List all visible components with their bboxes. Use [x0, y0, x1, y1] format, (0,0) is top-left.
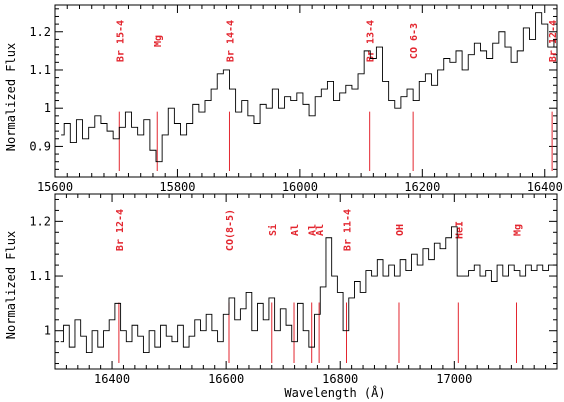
bottom-x-tick-label: 16800: [322, 372, 358, 386]
top-y-axis-label: Normalized Flux: [4, 43, 18, 151]
top-line-id-label: Br 15-4: [115, 20, 126, 62]
top-line-id-label: Br 13-4: [366, 20, 377, 62]
bottom-line-id-label: Br 12-4: [115, 209, 126, 251]
bottom-line-id-label: Al: [290, 224, 301, 236]
bottom-y-tick-label: 1.1: [29, 269, 51, 283]
top-panel: 15600 15800 16000 16200 16400 0.9 1 1.1 1.2 Br 15…: [29, 4, 563, 194]
top-y-tick-label: 1.1: [29, 63, 51, 77]
bottom-y-tick-label: 1.2: [29, 214, 51, 228]
top-y-tick-label: 0.9: [29, 139, 51, 153]
x-axis-label: Wavelength (Å): [284, 385, 385, 400]
bottom-line-id-label: Br 11-4: [343, 209, 354, 251]
top-plot-frame: [54, 4, 558, 178]
top-y-tick-label: 1: [44, 101, 51, 115]
bottom-line-id-label: Al: [308, 224, 319, 236]
top-x-tick-label: 15800: [159, 180, 195, 194]
bottom-line-id-label: Mg: [512, 224, 523, 236]
bottom-line-id-label: OH: [395, 224, 406, 236]
bottom-x-tick-label: 16600: [208, 372, 244, 386]
bottom-plot-frame: [54, 193, 558, 370]
top-y-tick-label: 1.2: [29, 25, 51, 39]
top-x-tick-label: 16000: [282, 180, 318, 194]
top-x-tick-label: 16400: [527, 180, 563, 194]
top-line-id-label: Mg: [153, 35, 164, 47]
top-x-tick-label: 16200: [404, 180, 440, 194]
bottom-spectrum-line: [60, 226, 557, 354]
bottom-x-tick-label: 16400: [94, 372, 130, 386]
bottom-line-id-label: Al: [315, 224, 326, 236]
top-spectrum-line: [61, 12, 557, 163]
top-line-id-label: Br 14-4: [225, 20, 236, 62]
bottom-y-axis-label: Normalized Flux: [4, 231, 18, 339]
bottom-line-id-label: CO(8-5): [225, 209, 236, 251]
bottom-x-tick-label: 17000: [436, 372, 472, 386]
top-line-id-label: CO 6-3: [409, 23, 420, 59]
bottom-y-tick-label: 1: [44, 324, 51, 338]
top-x-tick-label: 15600: [37, 180, 73, 194]
bottom-line-id-label: Si: [267, 224, 279, 236]
bottom-line-id-label: HeI: [454, 221, 465, 239]
bottom-panel: 16400 16600 16800 17000 1 1.1 1.2 Br 12-4 CO(8-5…: [29, 193, 558, 386]
